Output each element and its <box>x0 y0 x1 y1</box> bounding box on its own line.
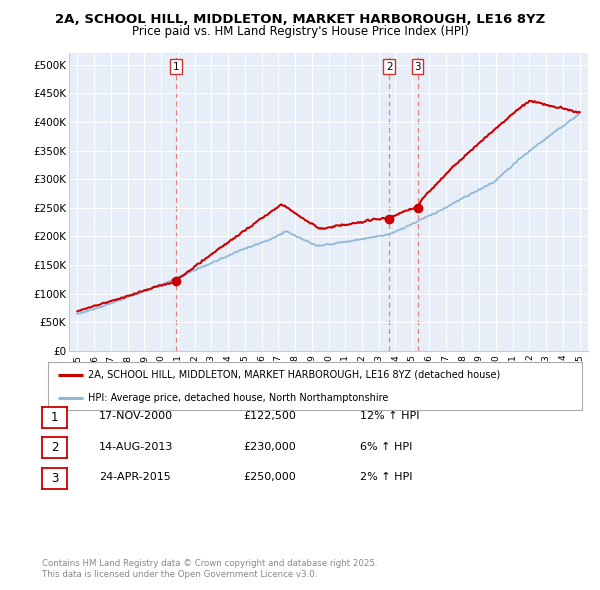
Text: 14-AUG-2013: 14-AUG-2013 <box>99 442 173 451</box>
Text: 2A, SCHOOL HILL, MIDDLETON, MARKET HARBOROUGH, LE16 8YZ: 2A, SCHOOL HILL, MIDDLETON, MARKET HARBO… <box>55 13 545 26</box>
Text: HPI: Average price, detached house, North Northamptonshire: HPI: Average price, detached house, Nort… <box>88 393 388 403</box>
Text: 2: 2 <box>386 61 392 71</box>
Text: Price paid vs. HM Land Registry's House Price Index (HPI): Price paid vs. HM Land Registry's House … <box>131 25 469 38</box>
Text: 2: 2 <box>51 441 58 454</box>
Text: £230,000: £230,000 <box>243 442 296 451</box>
Text: 24-APR-2015: 24-APR-2015 <box>99 473 171 482</box>
Text: 12% ↑ HPI: 12% ↑ HPI <box>360 411 419 421</box>
Text: 2A, SCHOOL HILL, MIDDLETON, MARKET HARBOROUGH, LE16 8YZ (detached house): 2A, SCHOOL HILL, MIDDLETON, MARKET HARBO… <box>88 370 500 380</box>
Text: Contains HM Land Registry data © Crown copyright and database right 2025.
This d: Contains HM Land Registry data © Crown c… <box>42 559 377 579</box>
Text: 3: 3 <box>414 61 421 71</box>
Text: £250,000: £250,000 <box>243 473 296 482</box>
Text: 2% ↑ HPI: 2% ↑ HPI <box>360 473 413 482</box>
Text: 6% ↑ HPI: 6% ↑ HPI <box>360 442 412 451</box>
Text: £122,500: £122,500 <box>243 411 296 421</box>
Text: 3: 3 <box>51 472 58 485</box>
Text: 17-NOV-2000: 17-NOV-2000 <box>99 411 173 421</box>
Text: 1: 1 <box>173 61 179 71</box>
Text: 1: 1 <box>51 411 58 424</box>
